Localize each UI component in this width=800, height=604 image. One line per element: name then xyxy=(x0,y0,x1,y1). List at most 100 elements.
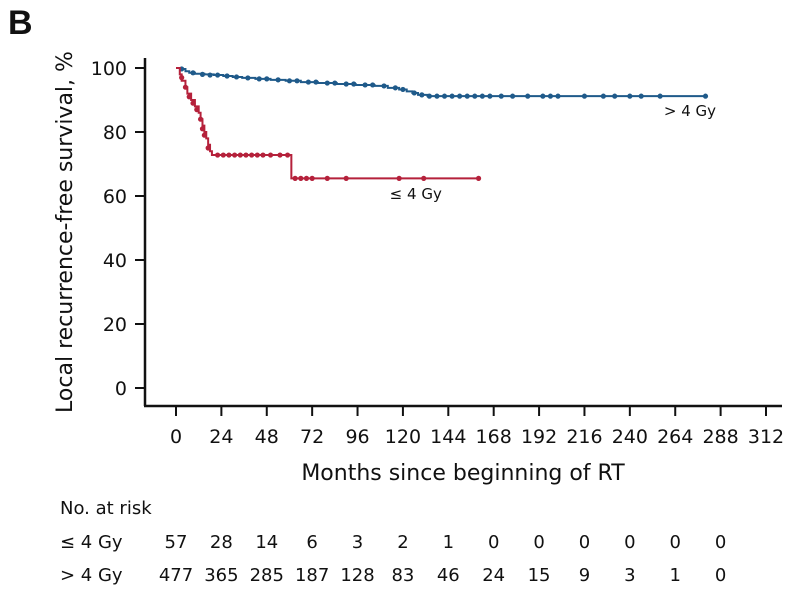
risk-row: > 4 Gy 477 365 285 187 128 83 46 24 15 9 3 1 0 xyxy=(60,565,726,586)
censor-mark xyxy=(464,93,470,99)
censor-mark xyxy=(457,93,463,99)
risk-count: 14 xyxy=(255,532,278,553)
censor-mark xyxy=(286,78,293,84)
censor-mark xyxy=(434,93,440,99)
censor-mark xyxy=(510,93,516,99)
censor-mark xyxy=(197,116,204,122)
risk-count: 0 xyxy=(488,532,499,553)
panel-label: B xyxy=(8,4,33,42)
risk-count: 2 xyxy=(397,532,408,553)
censor-mark xyxy=(182,84,189,90)
censor-mark xyxy=(215,72,221,78)
censor-mark xyxy=(199,126,206,132)
censor-mark xyxy=(298,175,304,181)
censor-mark xyxy=(657,93,663,99)
risk-count: 6 xyxy=(306,532,317,553)
x-tick-label: 144 xyxy=(430,426,466,448)
censor-mark xyxy=(381,83,387,89)
censor-mark xyxy=(256,76,262,82)
censor-mark xyxy=(479,93,485,99)
risk-count: 15 xyxy=(528,565,551,586)
censor-mark xyxy=(226,152,232,158)
risk-count: 3 xyxy=(624,565,635,586)
censor-mark xyxy=(215,152,221,158)
censor-mark xyxy=(243,152,249,158)
y-axis-ticks: 0 20 40 60 80 100 xyxy=(91,58,145,400)
censor-mark xyxy=(186,94,192,100)
x-tick-label: 72 xyxy=(300,426,324,448)
censor-mark xyxy=(179,75,185,81)
censor-mark xyxy=(702,93,709,99)
x-tick-label: 312 xyxy=(748,426,784,448)
x-tick-label: 0 xyxy=(170,426,182,448)
y-tick-label: 60 xyxy=(103,186,127,208)
risk-count: 46 xyxy=(437,565,460,586)
censor-mark xyxy=(264,76,270,82)
x-tick-label: 168 xyxy=(476,426,512,448)
x-tick-label: 48 xyxy=(255,426,279,448)
censor-mark xyxy=(324,80,330,86)
censor-mark xyxy=(220,152,226,158)
censor-mark xyxy=(254,152,260,158)
censor-mark xyxy=(303,175,310,181)
series-label: ≤ 4 Gy xyxy=(390,185,442,203)
censor-mark xyxy=(400,86,406,93)
censor-mark xyxy=(487,93,493,99)
censor-mark xyxy=(292,175,298,181)
risk-count: 285 xyxy=(250,565,284,586)
censor-mark xyxy=(475,175,482,181)
x-tick-label: 96 xyxy=(345,426,369,448)
censor-mark xyxy=(638,93,644,99)
censor-mark xyxy=(627,93,633,99)
x-tick-label: 288 xyxy=(702,426,738,448)
censor-mark xyxy=(426,93,432,99)
censor-mark xyxy=(190,100,196,106)
censor-mark xyxy=(370,82,376,88)
censor-mark xyxy=(525,93,531,99)
censor-mark xyxy=(237,152,243,158)
x-tick-label: 120 xyxy=(385,426,421,448)
x-tick-label: 240 xyxy=(612,426,648,448)
risk-count: 3 xyxy=(352,532,363,553)
censor-mark xyxy=(419,92,425,98)
censor-mark xyxy=(245,75,251,81)
censor-mark xyxy=(362,82,368,88)
censor-mark xyxy=(224,73,230,79)
risk-count: 187 xyxy=(295,565,329,586)
censor-mark xyxy=(332,80,338,86)
censor-mark xyxy=(309,175,315,181)
censor-mark xyxy=(343,175,349,181)
censor-mark xyxy=(194,107,200,113)
risk-count: 1 xyxy=(670,565,681,586)
censor-mark xyxy=(284,152,291,158)
risk-count: 0 xyxy=(579,532,590,553)
series-label: > 4 Gy xyxy=(664,102,716,120)
censor-mark xyxy=(267,152,274,158)
risk-count: 365 xyxy=(204,565,238,586)
censor-mark xyxy=(351,81,357,87)
x-tick-label: 264 xyxy=(657,426,693,448)
censor-mark xyxy=(275,77,281,83)
risk-count: 28 xyxy=(210,532,233,553)
censor-mark xyxy=(190,70,196,76)
risk-row-label: > 4 Gy xyxy=(60,565,123,586)
censor-mark xyxy=(277,152,283,158)
censor-mark xyxy=(294,78,300,84)
censor-mark xyxy=(260,152,266,158)
risk-table-title: No. at risk xyxy=(60,498,152,519)
censor-mark xyxy=(555,93,561,99)
y-tick-label: 0 xyxy=(115,378,127,400)
censor-mark xyxy=(411,90,417,96)
censor-mark xyxy=(343,81,349,87)
censor-mark xyxy=(207,72,213,78)
censor-mark xyxy=(421,175,427,181)
x-tick-label: 192 xyxy=(521,426,557,448)
risk-count: 128 xyxy=(340,565,374,586)
risk-table: No. at risk ≤ 4 Gy 57 28 14 6 3 2 1 0 0 0 0 0 0> 4 Gy… xyxy=(60,498,726,586)
risk-count: 0 xyxy=(624,532,635,553)
censor-mark xyxy=(472,93,478,99)
censor-mark xyxy=(612,93,618,99)
risk-count: 9 xyxy=(579,565,590,586)
risk-count: 24 xyxy=(482,565,505,586)
